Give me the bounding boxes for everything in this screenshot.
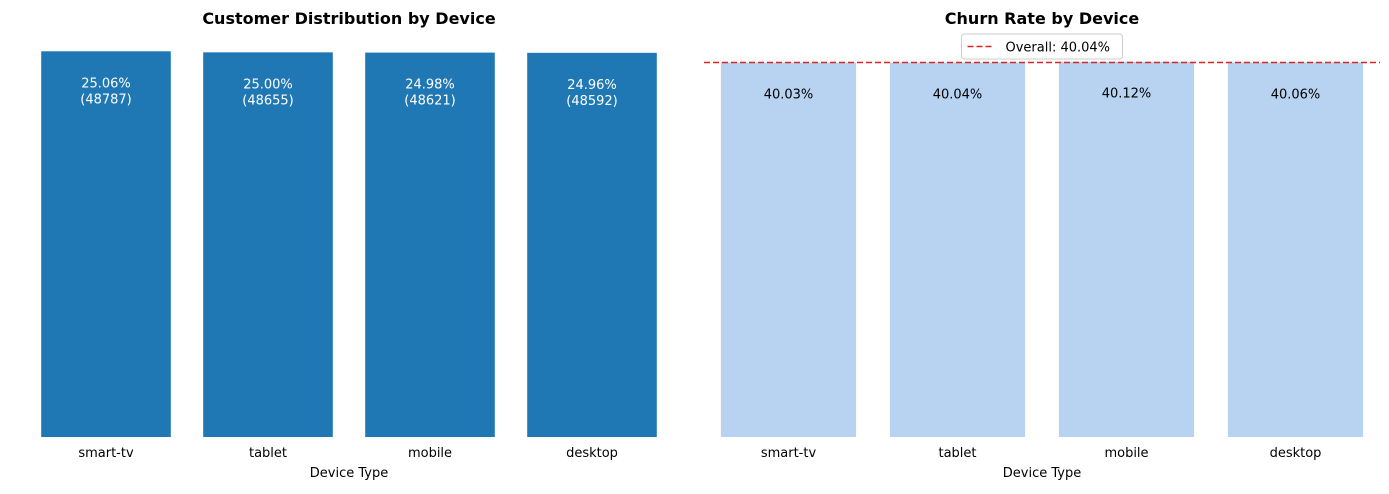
data-label-tablet: 25.00% (48655): [242, 77, 294, 108]
data-label-tablet: 40.04%: [933, 87, 983, 102]
data-label-desktop: 40.06%: [1271, 87, 1321, 102]
chart-title: Churn Rate by Device: [945, 9, 1140, 28]
bar-mobile: [365, 52, 495, 438]
tick-label-tablet: tablet: [249, 446, 287, 461]
tick-label-tablet: tablet: [938, 446, 976, 461]
chart-title: Customer Distribution by Device: [202, 9, 496, 28]
churn-rate-chart: Churn Rate by Device 40.03% smart-tv 40.04%…: [704, 9, 1380, 481]
tick-label-mobile: mobile: [408, 446, 452, 461]
data-label-smart-tv: 40.03%: [764, 88, 814, 103]
bar-tablet: [889, 62, 1026, 438]
bar-desktop: [527, 52, 657, 438]
tick-label-smart-tv: smart-tv: [78, 446, 134, 461]
tick-label-mobile: mobile: [1104, 446, 1148, 461]
distribution-chart: Customer Distribution by Device 25.06% (48…: [41, 9, 657, 481]
data-label-mobile: 24.98% (48621): [404, 78, 456, 109]
data-label-desktop: 24.96% (48592): [566, 78, 618, 109]
data-label-mobile: 40.12%: [1102, 87, 1152, 102]
legend-box: [961, 33, 1123, 60]
tick-label-desktop: desktop: [566, 446, 618, 461]
tick-label-smart-tv: smart-tv: [761, 446, 817, 461]
bar-smart-tv: [41, 51, 171, 437]
data-label-smart-tv: 25.06% (48787): [80, 76, 132, 107]
legend-entry: Overall: 40.04%: [1006, 41, 1111, 56]
bar-mobile: [1058, 61, 1195, 437]
bar-desktop: [1227, 62, 1364, 438]
x-axis-label: Device Type: [310, 466, 388, 481]
x-axis-label: Device Type: [1003, 466, 1081, 481]
legend: Overall: 40.04%: [961, 33, 1123, 60]
bar-tablet: [203, 52, 333, 437]
bar-smart-tv: [720, 62, 857, 437]
tick-label-desktop: desktop: [1270, 446, 1322, 461]
